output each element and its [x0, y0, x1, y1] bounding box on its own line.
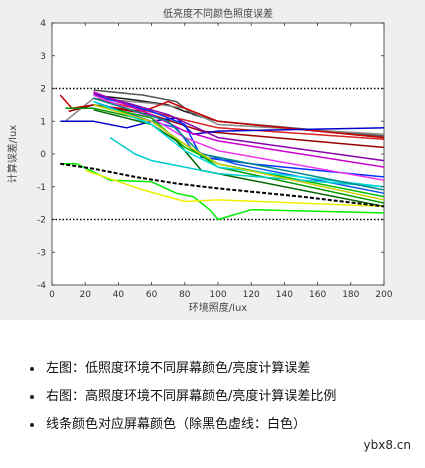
bullet-text: 左图：低照度环境不同屏幕颜色/亮度计算误差 — [46, 361, 311, 376]
x-axis-label: 环境照度/lux — [189, 301, 247, 314]
series-line — [93, 109, 385, 208]
x-tick-label: 140 — [276, 290, 293, 300]
x-tick-label: 180 — [342, 290, 359, 300]
axis-ticks: 0 20 40 60 80 100 120 140 160 180 200 -4 -3 -2 -1 0 1 2 3 4 — [37, 19, 393, 300]
bullet-text: 右图：高照度环境不同屏幕颜色/亮度计算误差比例 — [46, 389, 337, 404]
y-tick-label: -4 — [37, 281, 46, 291]
x-tick-label: 160 — [309, 290, 326, 300]
series-line — [64, 97, 385, 136]
series-line — [84, 169, 385, 208]
y-tick-label: 2 — [40, 85, 46, 95]
y-tick-label: 3 — [40, 52, 46, 62]
x-tick-label: 40 — [113, 290, 125, 300]
x-tick-label: 60 — [146, 290, 158, 300]
series-line — [93, 104, 385, 201]
y-tick-label: 0 — [40, 150, 46, 160]
series-line — [93, 91, 385, 168]
y-tick-label: -2 — [37, 216, 46, 226]
series-group — [59, 89, 385, 221]
bullet-text: 线条颜色对应屏幕颜色（除黑色虚线：白色） — [46, 417, 307, 432]
y-tick-label: -3 — [37, 248, 46, 258]
watermark: ybx8.cn — [363, 438, 411, 452]
bullet-item-colors: 线条颜色对应屏幕颜色（除黑色虚线：白色） — [28, 418, 336, 446]
plot-area — [51, 22, 385, 286]
series-line — [60, 163, 385, 221]
error-line-chart: 低亮度不同颜色照度误差 环境照度/lux 计算误差/lux 0 20 40 60 80 1… — [6, 7, 393, 314]
x-tick-label: 0 — [49, 290, 55, 300]
series-line — [93, 97, 385, 191]
threshold-lines — [52, 87, 384, 221]
x-tick-label: 80 — [179, 290, 191, 300]
chart-title: 低亮度不同颜色照度误差 — [163, 7, 273, 20]
series-line — [93, 104, 385, 198]
bullet-item-right: 右图：高照度环境不同屏幕颜色/亮度计算误差比例 — [28, 390, 336, 418]
y-tick-label: 4 — [40, 19, 46, 29]
bullet-item-left: 左图：低照度环境不同屏幕颜色/亮度计算误差 — [28, 362, 336, 390]
series-line — [93, 100, 385, 188]
y-axis-label: 计算误差/lux — [6, 125, 19, 183]
bullet-dot-icon — [30, 367, 34, 371]
x-tick-label: 120 — [243, 290, 260, 300]
x-tick-label: 100 — [209, 290, 226, 300]
series-line — [93, 92, 385, 162]
y-tick-label: -1 — [37, 183, 46, 193]
chart-panel: 低亮度不同颜色照度误差 环境照度/lux 计算误差/lux 0 20 40 60 80 1… — [0, 0, 425, 320]
bullet-dot-icon — [30, 395, 34, 399]
x-tick-label: 200 — [375, 290, 392, 300]
series-line — [109, 136, 385, 188]
bullet-dot-icon — [30, 423, 34, 427]
y-tick-label: 1 — [40, 117, 46, 127]
x-tick-label: 20 — [79, 290, 91, 300]
series-line — [60, 162, 385, 208]
bullet-list: 左图：低照度环境不同屏幕颜色/亮度计算误差 右图：高照度环境不同屏幕颜色/亮度计… — [28, 362, 336, 446]
